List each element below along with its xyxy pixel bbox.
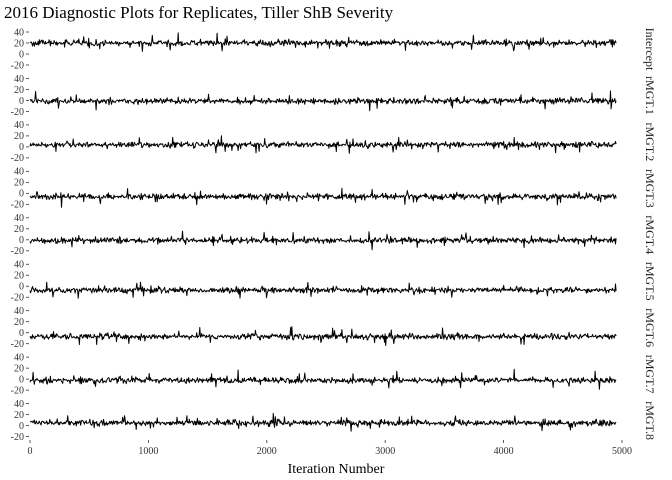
strip-label: Intercept bbox=[643, 28, 657, 71]
trace-line bbox=[29, 326, 617, 346]
strip-label: rMGT.1 bbox=[643, 76, 657, 115]
y-tick-label: 40 bbox=[14, 352, 24, 363]
y-tick-label: 20 bbox=[14, 85, 24, 96]
y-tick-label: 20 bbox=[14, 131, 24, 142]
x-tick-label: 2000 bbox=[257, 446, 277, 457]
y-tick-label: 40 bbox=[14, 74, 24, 85]
strip-label: rMGT.4 bbox=[643, 215, 657, 254]
x-axis-title: Iteration Number bbox=[288, 462, 385, 477]
y-tick-label: 20 bbox=[14, 363, 24, 374]
y-tick-label: 20 bbox=[14, 410, 24, 421]
y-tick-label: 0 bbox=[19, 189, 24, 200]
strip-label: rMGT.6 bbox=[643, 308, 657, 347]
y-tick-label: 20 bbox=[14, 317, 24, 328]
y-tick-label: 0 bbox=[19, 328, 24, 339]
trace-line bbox=[29, 187, 617, 208]
y-tick-label: 40 bbox=[14, 120, 24, 131]
y-tick-label: 0 bbox=[19, 96, 24, 107]
x-axis: 0 1000 2000 3000 4000 5000 bbox=[28, 440, 632, 457]
y-tick-label: 0 bbox=[19, 282, 24, 293]
strip-label: rMGT.8 bbox=[643, 401, 657, 440]
y-tick-label: 40 bbox=[14, 213, 24, 224]
y-tick-label: 40 bbox=[14, 399, 24, 410]
trace-line bbox=[29, 368, 617, 390]
x-tick-label: 0 bbox=[28, 446, 33, 457]
y-tick-label: -20 bbox=[11, 153, 24, 164]
y-tick-label: 40 bbox=[14, 167, 24, 178]
y-tick-label: 0 bbox=[19, 235, 24, 246]
trace-line bbox=[29, 281, 617, 299]
strip-label: rMGT.3 bbox=[643, 169, 657, 208]
y-tick-label: 40 bbox=[14, 260, 24, 271]
trace-line bbox=[29, 90, 617, 112]
y-tick-label: 0 bbox=[19, 374, 24, 385]
x-tick-label: 4000 bbox=[494, 446, 514, 457]
chart-title: 2016 Diagnostic Plots for Replicates, Ti… bbox=[4, 3, 394, 22]
y-tick-label: -20 bbox=[11, 385, 24, 396]
y-tick-label: 20 bbox=[14, 178, 24, 189]
y-tick-label: -20 bbox=[11, 293, 24, 304]
y-tick-label: 0 bbox=[19, 49, 24, 60]
y-tick-label: 20 bbox=[14, 271, 24, 282]
strip-label: rMGT.2 bbox=[643, 123, 657, 162]
x-tick-label: 5000 bbox=[612, 446, 632, 457]
x-tick-label: 3000 bbox=[375, 446, 395, 457]
y-tick-label: -20 bbox=[11, 339, 24, 350]
y-tick-label: 20 bbox=[14, 38, 24, 49]
y-tick-label: -20 bbox=[11, 246, 24, 257]
x-tick-label: 1000 bbox=[138, 446, 158, 457]
strip-label: rMGT.5 bbox=[643, 262, 657, 301]
trace-line bbox=[29, 230, 617, 251]
trace-line bbox=[29, 412, 617, 432]
y-tick-label: 40 bbox=[14, 27, 24, 38]
y-tick-label: 0 bbox=[19, 421, 24, 432]
y-tick-label: -20 bbox=[11, 60, 24, 71]
y-tick-label: -20 bbox=[11, 432, 24, 443]
strip-label: rMGT.7 bbox=[643, 355, 657, 394]
y-tick-label: 20 bbox=[14, 224, 24, 235]
trace-line bbox=[29, 32, 617, 52]
y-tick-label: -20 bbox=[11, 107, 24, 118]
y-tick-label: 40 bbox=[14, 306, 24, 317]
y-tick-label: 0 bbox=[19, 142, 24, 153]
y-tick-label: -20 bbox=[11, 200, 24, 211]
trace-line bbox=[29, 135, 617, 154]
